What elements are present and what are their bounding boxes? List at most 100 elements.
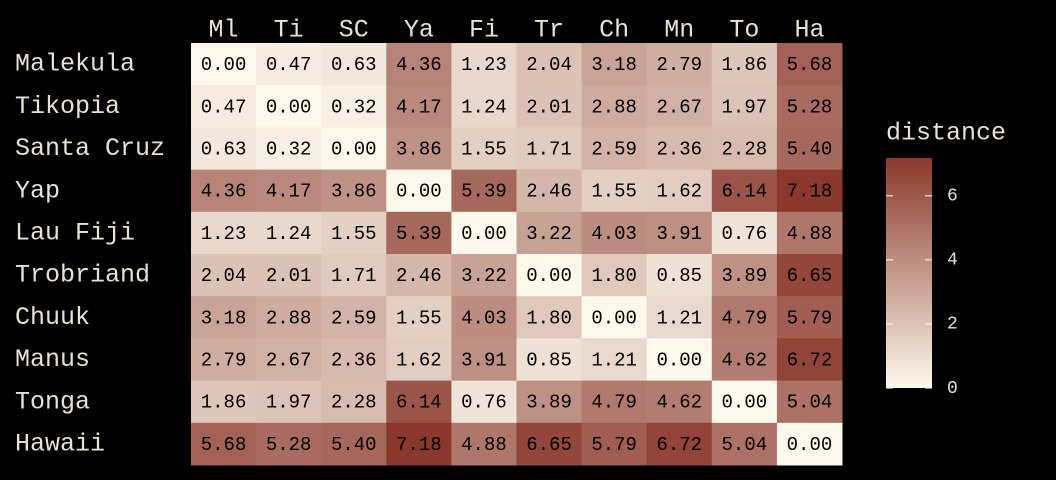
cell-label: 1.86 [201,392,247,414]
cell-label: 5.79 [591,434,637,456]
cell-label: 6.65 [526,434,572,456]
heatmap-cell [646,422,713,466]
row-label: Tonga [15,387,90,416]
heatmap-cell [711,211,778,255]
cell-label: 2.79 [656,54,702,76]
heatmap-cell [776,296,843,339]
heatmap-cell [386,127,452,171]
cell-label: 3.89 [722,265,768,287]
cell-label: 1.80 [591,265,637,287]
heatmap-cell [776,43,843,86]
cell-label: 6.14 [722,181,768,203]
cell-label: 1.71 [331,265,377,287]
column-label: Tr [534,16,564,45]
heatmap-cell [191,338,257,382]
cell-label: 1.23 [461,54,507,76]
cell-label: 1.21 [656,307,702,329]
cell-label: 1.97 [722,96,768,118]
heatmap-cell [451,338,517,382]
heatmap-cell [321,43,387,86]
heatmap-cell [256,296,322,339]
heatmap-cell [321,422,387,466]
colorbar-tick-label: 2 [947,315,958,335]
cell-label: 7.18 [787,181,833,203]
cell-label: 3.86 [396,139,442,161]
heatmap-cell [321,296,387,339]
cell-label: 0.63 [331,54,377,76]
heatmap-cell [776,127,843,171]
cell-label: 1.24 [461,96,507,118]
cell-label: 1.55 [461,139,507,161]
heatmap-cell [581,43,648,86]
heatmap-cell [386,254,452,297]
cell-label: 0.76 [461,392,507,414]
column-label: Ch [599,16,629,45]
cell-label: 3.89 [526,392,572,414]
heatmap-cell [256,85,322,128]
cell-label: 3.18 [591,54,637,76]
cell-label: 2.67 [656,96,702,118]
heatmap-cell [581,296,648,339]
cell-label: 0.00 [787,434,833,456]
heatmap-cell [516,338,583,382]
heatmap-cell [386,211,452,255]
heatmap-cell [191,85,257,128]
cell-label: 5.68 [201,434,247,456]
heatmap-cell [256,422,322,466]
cell-label: 3.18 [201,307,247,329]
colorbar-tick-label: 0 [947,379,958,399]
heatmap-cell [321,254,387,297]
heatmap-cell [581,338,648,382]
row-label: Chuuk [15,303,90,332]
cell-label: 4.79 [591,392,637,414]
heatmap-cell [711,296,778,339]
heatmap-cell [776,211,843,255]
cell-label: 0.00 [331,139,377,161]
cell-label: 1.86 [722,54,768,76]
cell-label: 3.91 [656,223,702,245]
heatmap-cell [386,338,452,382]
column-label: Fi [469,16,499,45]
row-label: Manus [15,345,90,374]
legend-title: distance [886,119,1006,148]
cell-label: 0.85 [656,265,702,287]
row-label: Malekula [15,50,135,79]
cell-label: 0.47 [266,54,312,76]
heatmap-cell [646,127,713,171]
cell-label: 4.62 [722,350,768,372]
cell-label: 5.04 [787,392,833,414]
cell-label: 3.22 [526,223,572,245]
cell-label: 4.79 [722,307,768,329]
heatmap-cell [321,211,387,255]
cell-label: 2.36 [331,350,377,372]
heatmap-cell [516,422,583,466]
heatmap-cell [516,296,583,339]
column-label: SC [339,16,369,45]
cell-label: 1.21 [591,350,637,372]
heatmap-cell [646,380,713,424]
heatmap-cell [386,43,452,86]
heatmap-cell [581,254,648,297]
cell-label: 5.28 [266,434,312,456]
cell-label: 2.88 [591,96,637,118]
heatmap-cell [451,169,517,213]
cell-label: 2.88 [266,307,312,329]
cell-label: 4.03 [461,307,507,329]
cell-label: 2.28 [331,392,377,414]
heatmap-cell [191,211,257,255]
heatmap-cell [646,338,713,382]
heatmap-cell [256,254,322,297]
heatmap-cell [386,169,452,213]
heatmap-cell [256,169,322,213]
cell-label: 0.63 [201,139,247,161]
cell-label: 2.36 [656,139,702,161]
cell-label: 4.17 [396,96,442,118]
cell-label: 6.65 [787,265,833,287]
cell-label: 2.59 [591,139,637,161]
heatmap-cell [451,380,517,424]
heatmap-cell [451,43,517,86]
heatmap-cell [711,422,778,466]
cell-label: 5.40 [331,434,377,456]
heatmap-cell [646,211,713,255]
